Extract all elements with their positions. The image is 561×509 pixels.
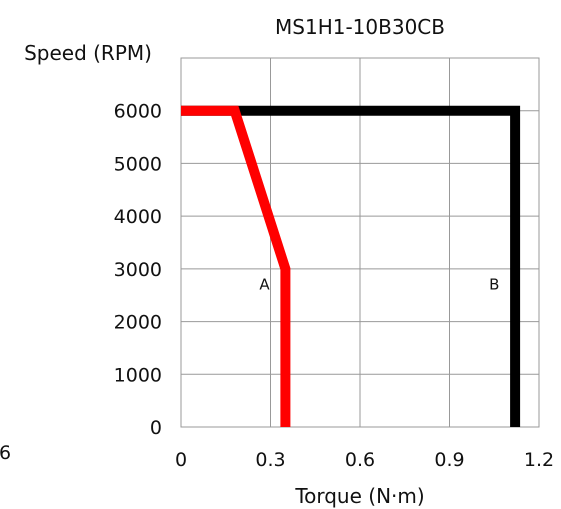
y-tick-label: 0 <box>150 417 162 439</box>
y-tick-label: 1000 <box>114 364 162 386</box>
x-tick-label: 1.2 <box>524 449 554 471</box>
x-tick-label: 0.6 <box>345 449 375 471</box>
y-tick-label: 6000 <box>114 101 162 123</box>
series-line-B <box>181 105 521 427</box>
stray-label: 6 <box>0 442 11 464</box>
y-tick-label: 2000 <box>114 312 162 334</box>
x-tick-label: 0.3 <box>255 449 285 471</box>
y-tick-label: 4000 <box>114 206 162 228</box>
x-tick-label: 0.9 <box>434 449 464 471</box>
y-tick-label: 3000 <box>114 259 162 281</box>
y-axis-label: Speed (RPM) <box>24 41 152 65</box>
tick-labels: 0 0.3 0.6 0.9 1.2 0 1000 2000 3000 4000 5000 6000 <box>114 101 554 471</box>
series-group <box>181 105 521 427</box>
x-tick-label: 0 <box>175 449 187 471</box>
annotation-label: B <box>489 276 499 294</box>
series-line-A <box>181 105 291 427</box>
chart-title: MS1H1-10B30CB <box>275 15 445 39</box>
y-tick-label: 5000 <box>114 153 162 175</box>
annotation-label: A <box>259 276 270 294</box>
x-axis-label: Torque (N·m) <box>294 484 424 508</box>
